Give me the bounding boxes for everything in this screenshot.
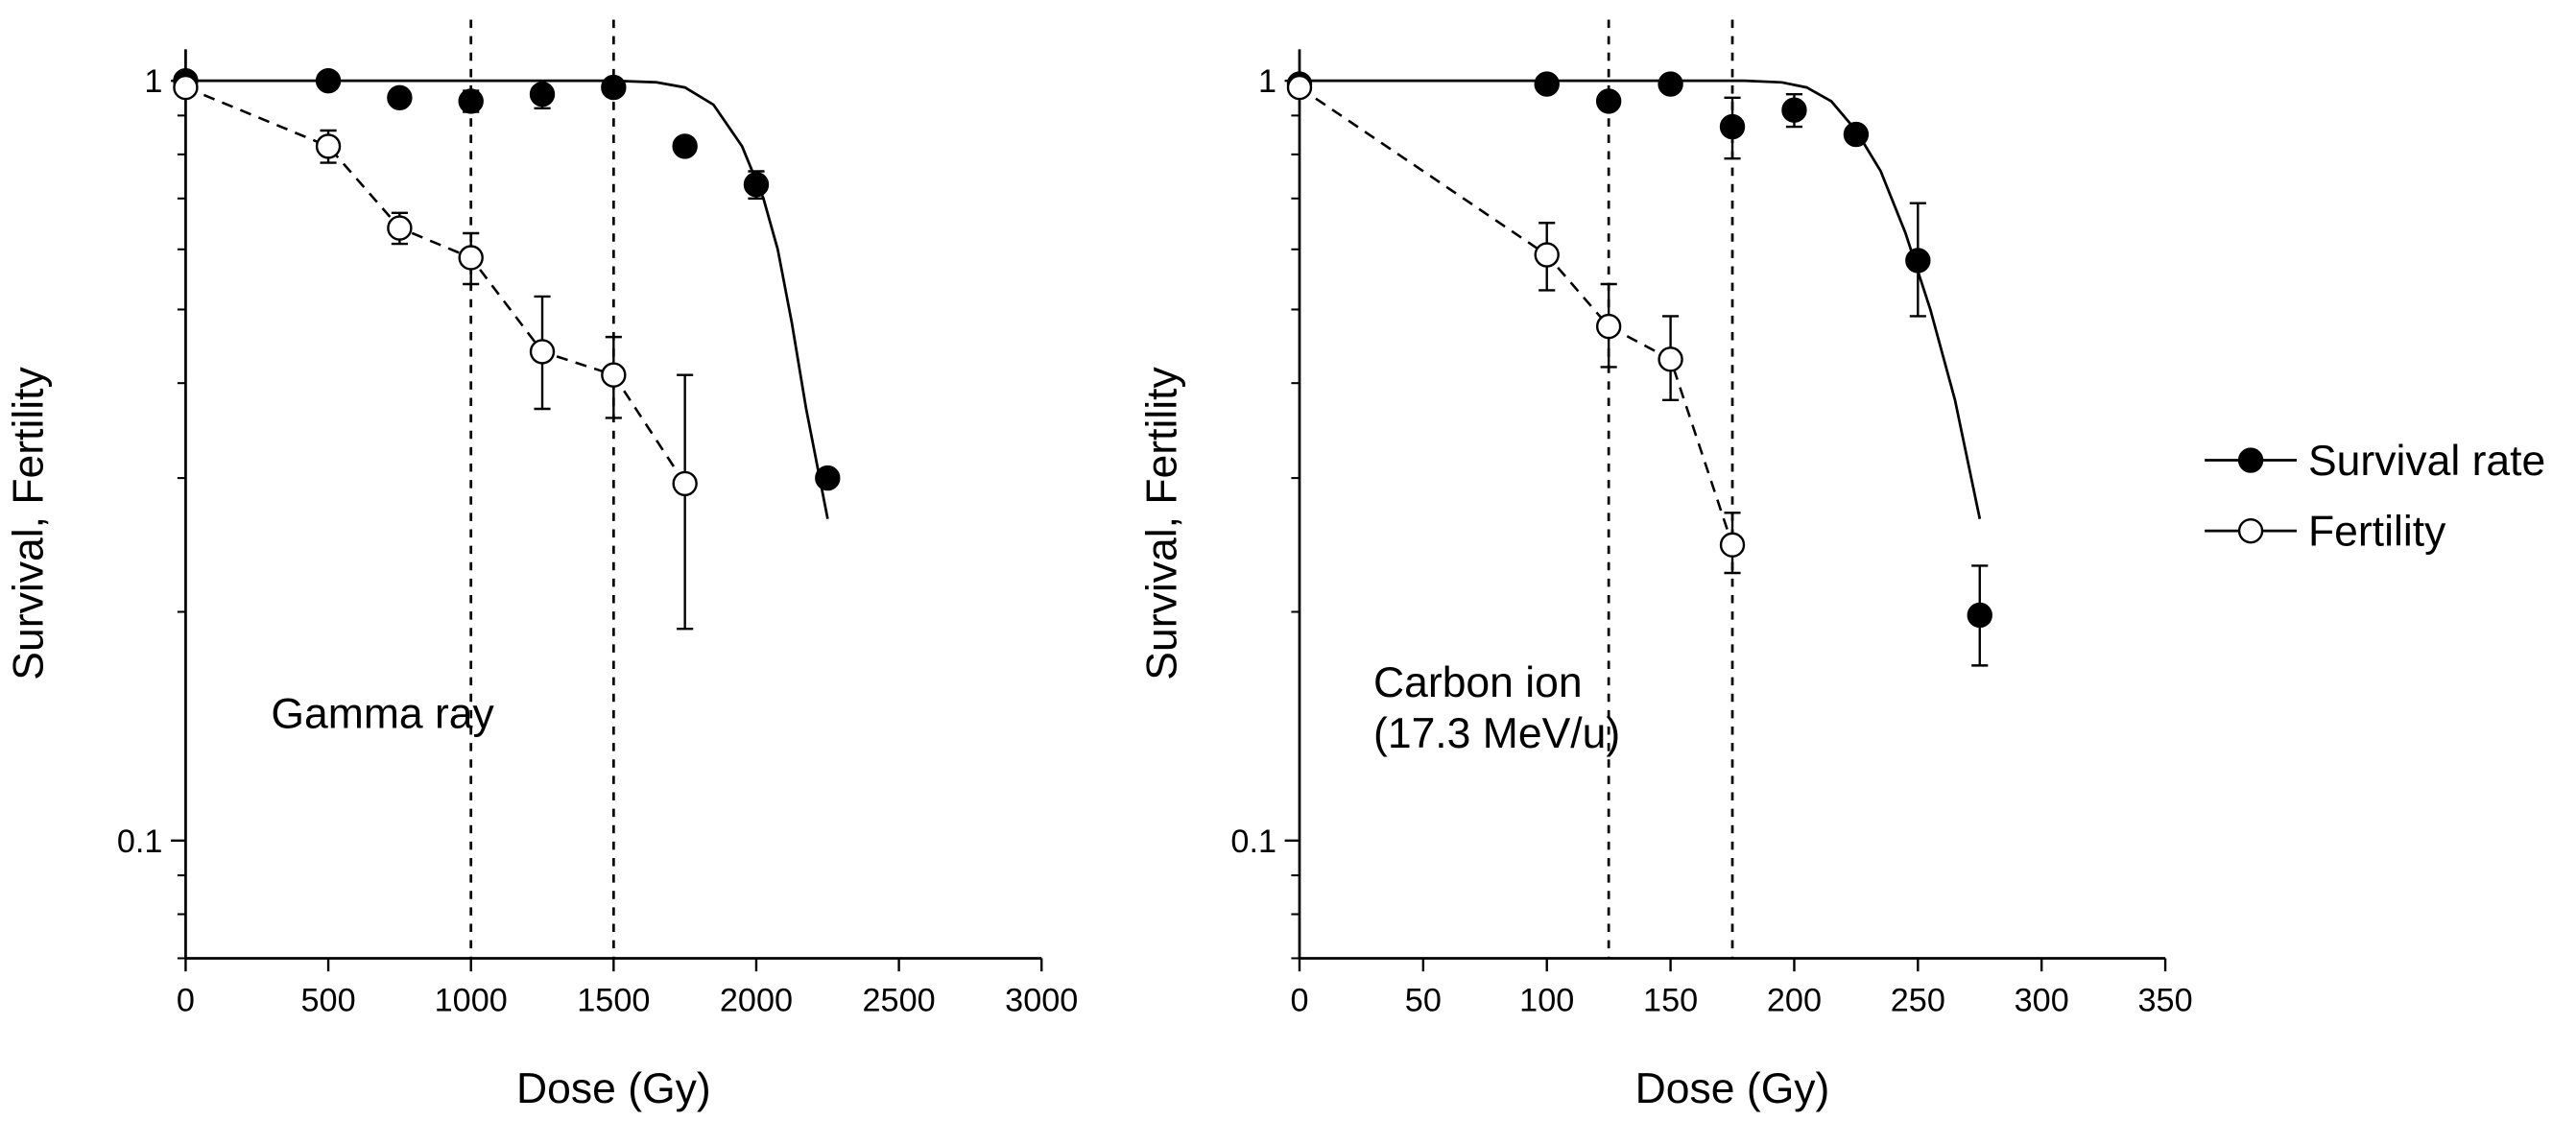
chart-1-x-tick-label: 0 xyxy=(177,982,195,1018)
chart-2-x-tick-label: 100 xyxy=(1519,982,1574,1018)
chart-2-x-tick-label: 150 xyxy=(1643,982,1698,1018)
chart-1-y-tick-label: 0.1 xyxy=(117,823,163,860)
chart-2-x-tick-label: 250 xyxy=(1891,982,1945,1018)
chart-2-survival-fit-curve xyxy=(1299,79,1982,519)
chart-2-survival-point xyxy=(1905,248,1931,274)
legend-fertility-marker xyxy=(2237,517,2264,544)
chart-2-fertility-point xyxy=(1286,74,1313,101)
chart-2-survival-point xyxy=(1719,113,1746,140)
chart-1-fertility-dashed-line xyxy=(184,85,686,485)
chart-2-y-tick-label: 0.1 xyxy=(1230,823,1276,860)
chart-2-fertility-point xyxy=(1719,532,1746,558)
chart-2-fertility-point xyxy=(1595,313,1622,340)
chart-1-fertility-point xyxy=(601,362,627,388)
chart-1-fertility-point xyxy=(672,470,698,497)
legend-fertility-label: Fertility xyxy=(2308,509,2446,556)
chart-2-annotation: Carbon ion xyxy=(1373,659,1583,706)
chart-1-x-axis-title: Dose (Gy) xyxy=(516,1065,711,1112)
chart-1-fertility-point xyxy=(387,215,413,241)
gamma-ray-panel: 0 500 1000 1500 2000 2500 3000 0.1 1 Dose (Gy) Sur… xyxy=(6,19,1078,1112)
chart-2-survival-point xyxy=(1843,121,1870,148)
chart-1-fertility-point xyxy=(315,133,342,159)
chart-2-survival-point xyxy=(1595,88,1622,114)
chart-1-survival-point xyxy=(743,172,770,198)
chart-1-survival-point xyxy=(601,74,627,101)
chart-2-fertility-point xyxy=(1658,346,1683,372)
chart-1-x-tick-label: 1000 xyxy=(435,982,508,1018)
chart-1-y-axis-title: Survival, Fertility xyxy=(6,366,53,680)
chart-1-survival-point xyxy=(387,84,413,110)
chart-2-x-tick-label: 350 xyxy=(2138,982,2193,1018)
chart-2-survival-point xyxy=(1534,71,1560,97)
chart-1-survival-fit-curve xyxy=(185,79,829,519)
chart-2-fertility-point xyxy=(1534,242,1560,268)
legend-survival-marker xyxy=(2237,447,2264,473)
chart-1-y-tick-label: 1 xyxy=(144,63,162,100)
chart-1-survival-point xyxy=(315,67,342,94)
carbon-ion-panel: 0 50 100 150 200 250 300 350 0.1 1 Dose (Gy) Surviv… xyxy=(1139,19,2193,1112)
chart-1-fertility-point xyxy=(173,74,199,101)
legend-survival-label: Survival rate xyxy=(2308,438,2545,485)
chart-2-x-tick-label: 0 xyxy=(1290,982,1308,1018)
chart-2-x-tick-label: 300 xyxy=(2015,982,2069,1018)
chart-2-x-axis-title: Dose (Gy) xyxy=(1635,1065,1830,1112)
chart-2-survival-point xyxy=(1967,602,1992,629)
chart-2-y-tick-label: 1 xyxy=(1258,63,1276,100)
chart-1-annotation: Gamma ray xyxy=(271,691,494,738)
chart-2-x-tick-label: 200 xyxy=(1767,982,1822,1018)
chart-2-x-tick-label: 50 xyxy=(1405,982,1442,1018)
chart-2-survival-point xyxy=(1658,71,1683,97)
chart-1-x-tick-label: 2000 xyxy=(720,982,793,1018)
chart-2-y-axis-title: Survival, Fertility xyxy=(1139,366,1186,680)
chart-2-survival-point xyxy=(1781,97,1807,123)
chart-1-survival-point xyxy=(458,88,484,114)
chart-2-annotation: (17.3 MeV/u) xyxy=(1373,710,1620,757)
chart-1-fertility-point xyxy=(458,245,484,271)
chart-1-x-tick-label: 1500 xyxy=(577,982,650,1018)
chart-1-fertility-point xyxy=(529,339,556,365)
chart-1-x-tick-label: 2500 xyxy=(863,982,936,1018)
chart-1-x-tick-label: 3000 xyxy=(1005,982,1078,1018)
chart-1-survival-point xyxy=(672,133,698,159)
legend: Survival rate Fertility xyxy=(2205,438,2545,556)
chart-2-fertility-dashed-line xyxy=(1299,86,1734,546)
chart-1-survival-point xyxy=(815,465,841,491)
chart-1-x-tick-label: 500 xyxy=(301,982,356,1018)
chart-1-survival-point xyxy=(529,81,556,107)
